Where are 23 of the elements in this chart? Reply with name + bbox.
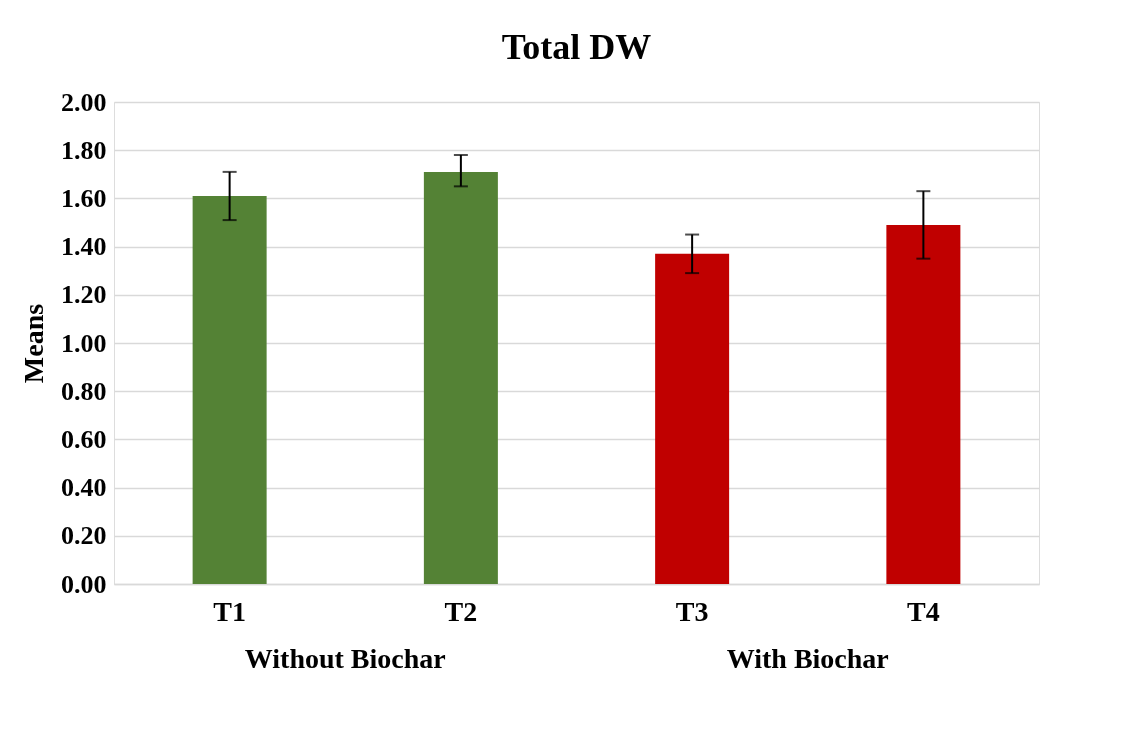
- y-tick-label: 0.20: [61, 521, 107, 551]
- chart-title: Total DW: [501, 27, 652, 67]
- y-tick-label: 1.40: [61, 232, 107, 262]
- y-tick-label: 1.80: [61, 135, 107, 165]
- y-tick-label: 0.00: [61, 569, 107, 599]
- bar: [655, 253, 730, 584]
- x-tick-label: T4: [907, 595, 940, 627]
- bar: [192, 195, 267, 584]
- x-tick-label: T1: [213, 595, 246, 627]
- bar: [886, 224, 961, 584]
- text: With Biochar: [726, 643, 889, 674]
- y-tick-label: 0.60: [61, 424, 107, 454]
- y-tick-label: 1.60: [61, 183, 107, 213]
- bar: [423, 171, 498, 584]
- x-tick-label: T3: [675, 595, 709, 627]
- y-tick-label: 0.40: [61, 473, 107, 503]
- y-tick-label: 1.00: [61, 328, 107, 358]
- x-tick-label: T2: [444, 595, 478, 627]
- y-tick-label: 2.00: [61, 87, 107, 117]
- y-axis-title: Means: [18, 303, 49, 384]
- y-tick-label: 1.20: [61, 280, 107, 310]
- text: Without Biochar: [244, 643, 446, 674]
- y-tick-label: 0.80: [61, 376, 107, 406]
